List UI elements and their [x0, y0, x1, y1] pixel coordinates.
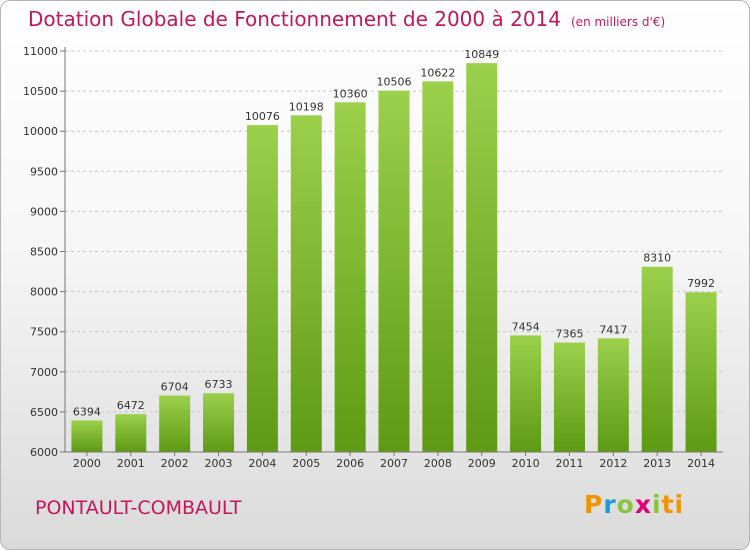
- bar: [378, 90, 410, 452]
- bar-value-label: 10849: [464, 48, 499, 61]
- y-tick-label: 10500: [23, 85, 58, 98]
- bar: [597, 338, 629, 452]
- bar: [510, 335, 542, 452]
- y-tick-label: 9500: [30, 165, 58, 178]
- x-tick-label: 2003: [205, 457, 233, 470]
- x-tick-label: 2014: [687, 457, 715, 470]
- bar-value-label: 7365: [555, 328, 583, 341]
- bars: 6394 6472 6704 6733 10076 10198 10360 10506 1062…: [71, 48, 717, 452]
- y-tick-label: 10000: [23, 125, 58, 138]
- x-axis: 2000 2001 2002 2003 2004 2005 2006 2007 2008 2009…: [65, 451, 723, 470]
- x-tick-label: 2010: [512, 457, 540, 470]
- bar: [685, 292, 717, 452]
- x-tick-label: 2004: [248, 457, 276, 470]
- bar-value-label: 10198: [289, 100, 324, 113]
- x-tick-label: 2009: [468, 457, 496, 470]
- bar-value-label: 7454: [512, 320, 540, 333]
- chart-subtitle: (en milliers d'€): [571, 15, 666, 29]
- bar: [246, 125, 278, 452]
- bar-value-label: 10076: [245, 110, 280, 123]
- bar: [71, 420, 103, 452]
- bar: [553, 342, 585, 452]
- x-tick-label: 2008: [424, 457, 452, 470]
- bar-value-label: 6472: [117, 399, 145, 412]
- x-tick-label: 2000: [73, 457, 101, 470]
- bar-value-label: 6704: [161, 381, 189, 394]
- bar: [641, 266, 673, 452]
- bar: [203, 393, 235, 452]
- x-tick-label: 2012: [599, 457, 627, 470]
- logo-letter: r: [603, 490, 617, 519]
- chart-title: Dotation Globale de Fonctionnement de 20…: [28, 7, 665, 31]
- bar: [422, 81, 454, 452]
- bar-value-label: 10506: [377, 76, 412, 89]
- y-tick-label: 6000: [30, 446, 58, 459]
- y-tick-label: 9000: [30, 205, 58, 218]
- logo-letter: o: [616, 490, 635, 519]
- proxiti-logo: Proxiti: [584, 490, 684, 519]
- bar: [115, 414, 147, 452]
- bar-value-label: 6394: [73, 405, 101, 418]
- x-tick-label: 2011: [555, 457, 583, 470]
- x-tick-label: 2007: [380, 457, 408, 470]
- bar: [466, 63, 498, 452]
- bar-value-label: 7992: [687, 277, 715, 290]
- x-tick-label: 2006: [336, 457, 364, 470]
- x-tick-label: 2005: [292, 457, 320, 470]
- y-tick-label: 8000: [30, 286, 58, 299]
- y-tick-label: 7000: [30, 366, 58, 379]
- x-tick-label: 2001: [117, 457, 145, 470]
- y-tick-label: 11000: [23, 45, 58, 58]
- y-tick-label: 8500: [30, 246, 58, 259]
- bar: [290, 115, 322, 452]
- logo-letter: x: [634, 490, 652, 519]
- bar-value-label: 8310: [643, 252, 671, 265]
- bar-value-label: 7417: [599, 323, 627, 336]
- city-name: PONTAULT-COMBAULT: [35, 497, 242, 519]
- logo-letter: i: [652, 490, 662, 519]
- x-tick-label: 2013: [643, 457, 671, 470]
- chart-title-text: Dotation Globale de Fonctionnement de 20…: [28, 7, 561, 31]
- y-tick-label: 7500: [30, 326, 58, 339]
- bar-value-label: 10622: [420, 66, 455, 79]
- bar-value-label: 10360: [333, 87, 368, 100]
- logo-letter: P: [584, 490, 604, 519]
- y-tick-label: 6500: [30, 406, 58, 419]
- y-axis: 6000 6500 7000 7500 8000 8500 9000 9500 10000 105…: [23, 45, 66, 459]
- bar: [334, 102, 366, 452]
- x-tick-label: 2002: [161, 457, 189, 470]
- bar-value-label: 6733: [205, 378, 233, 391]
- bar: [159, 395, 191, 452]
- logo-letter: ti: [661, 490, 685, 519]
